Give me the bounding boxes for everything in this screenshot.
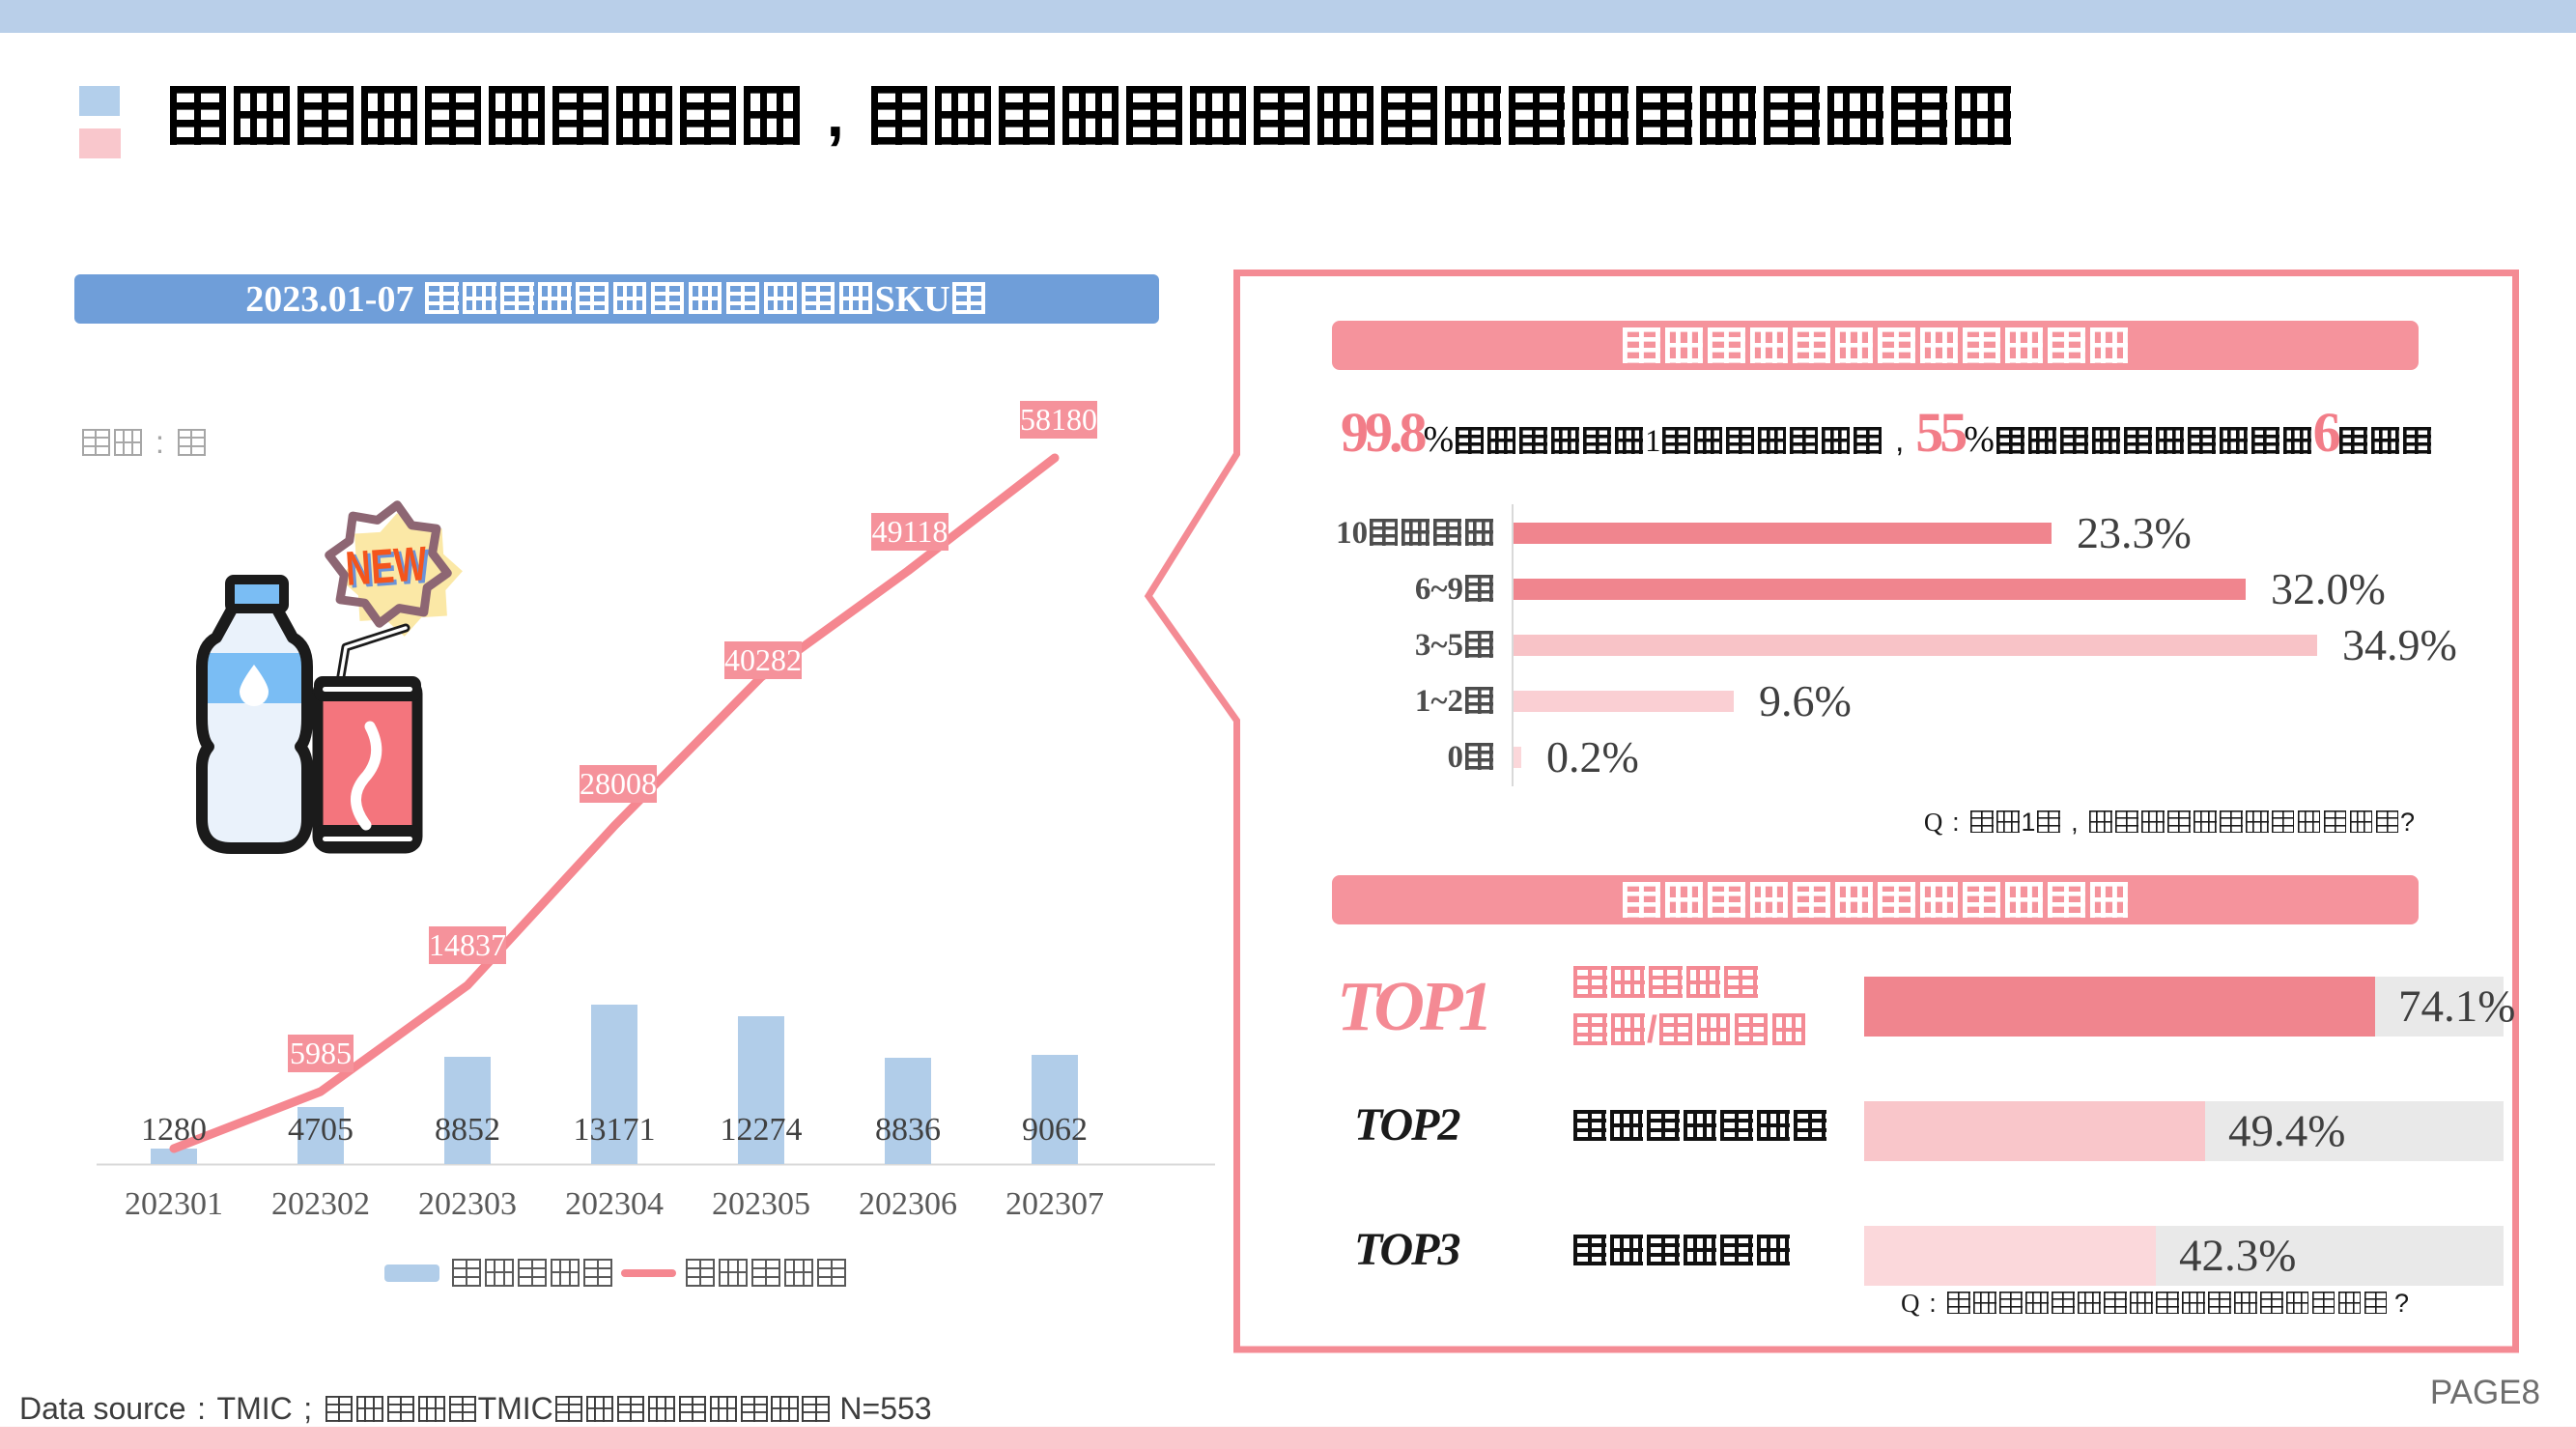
svg-text:NEW: NEW: [347, 539, 432, 599]
svg-text:NEW: NEW: [344, 536, 429, 596]
